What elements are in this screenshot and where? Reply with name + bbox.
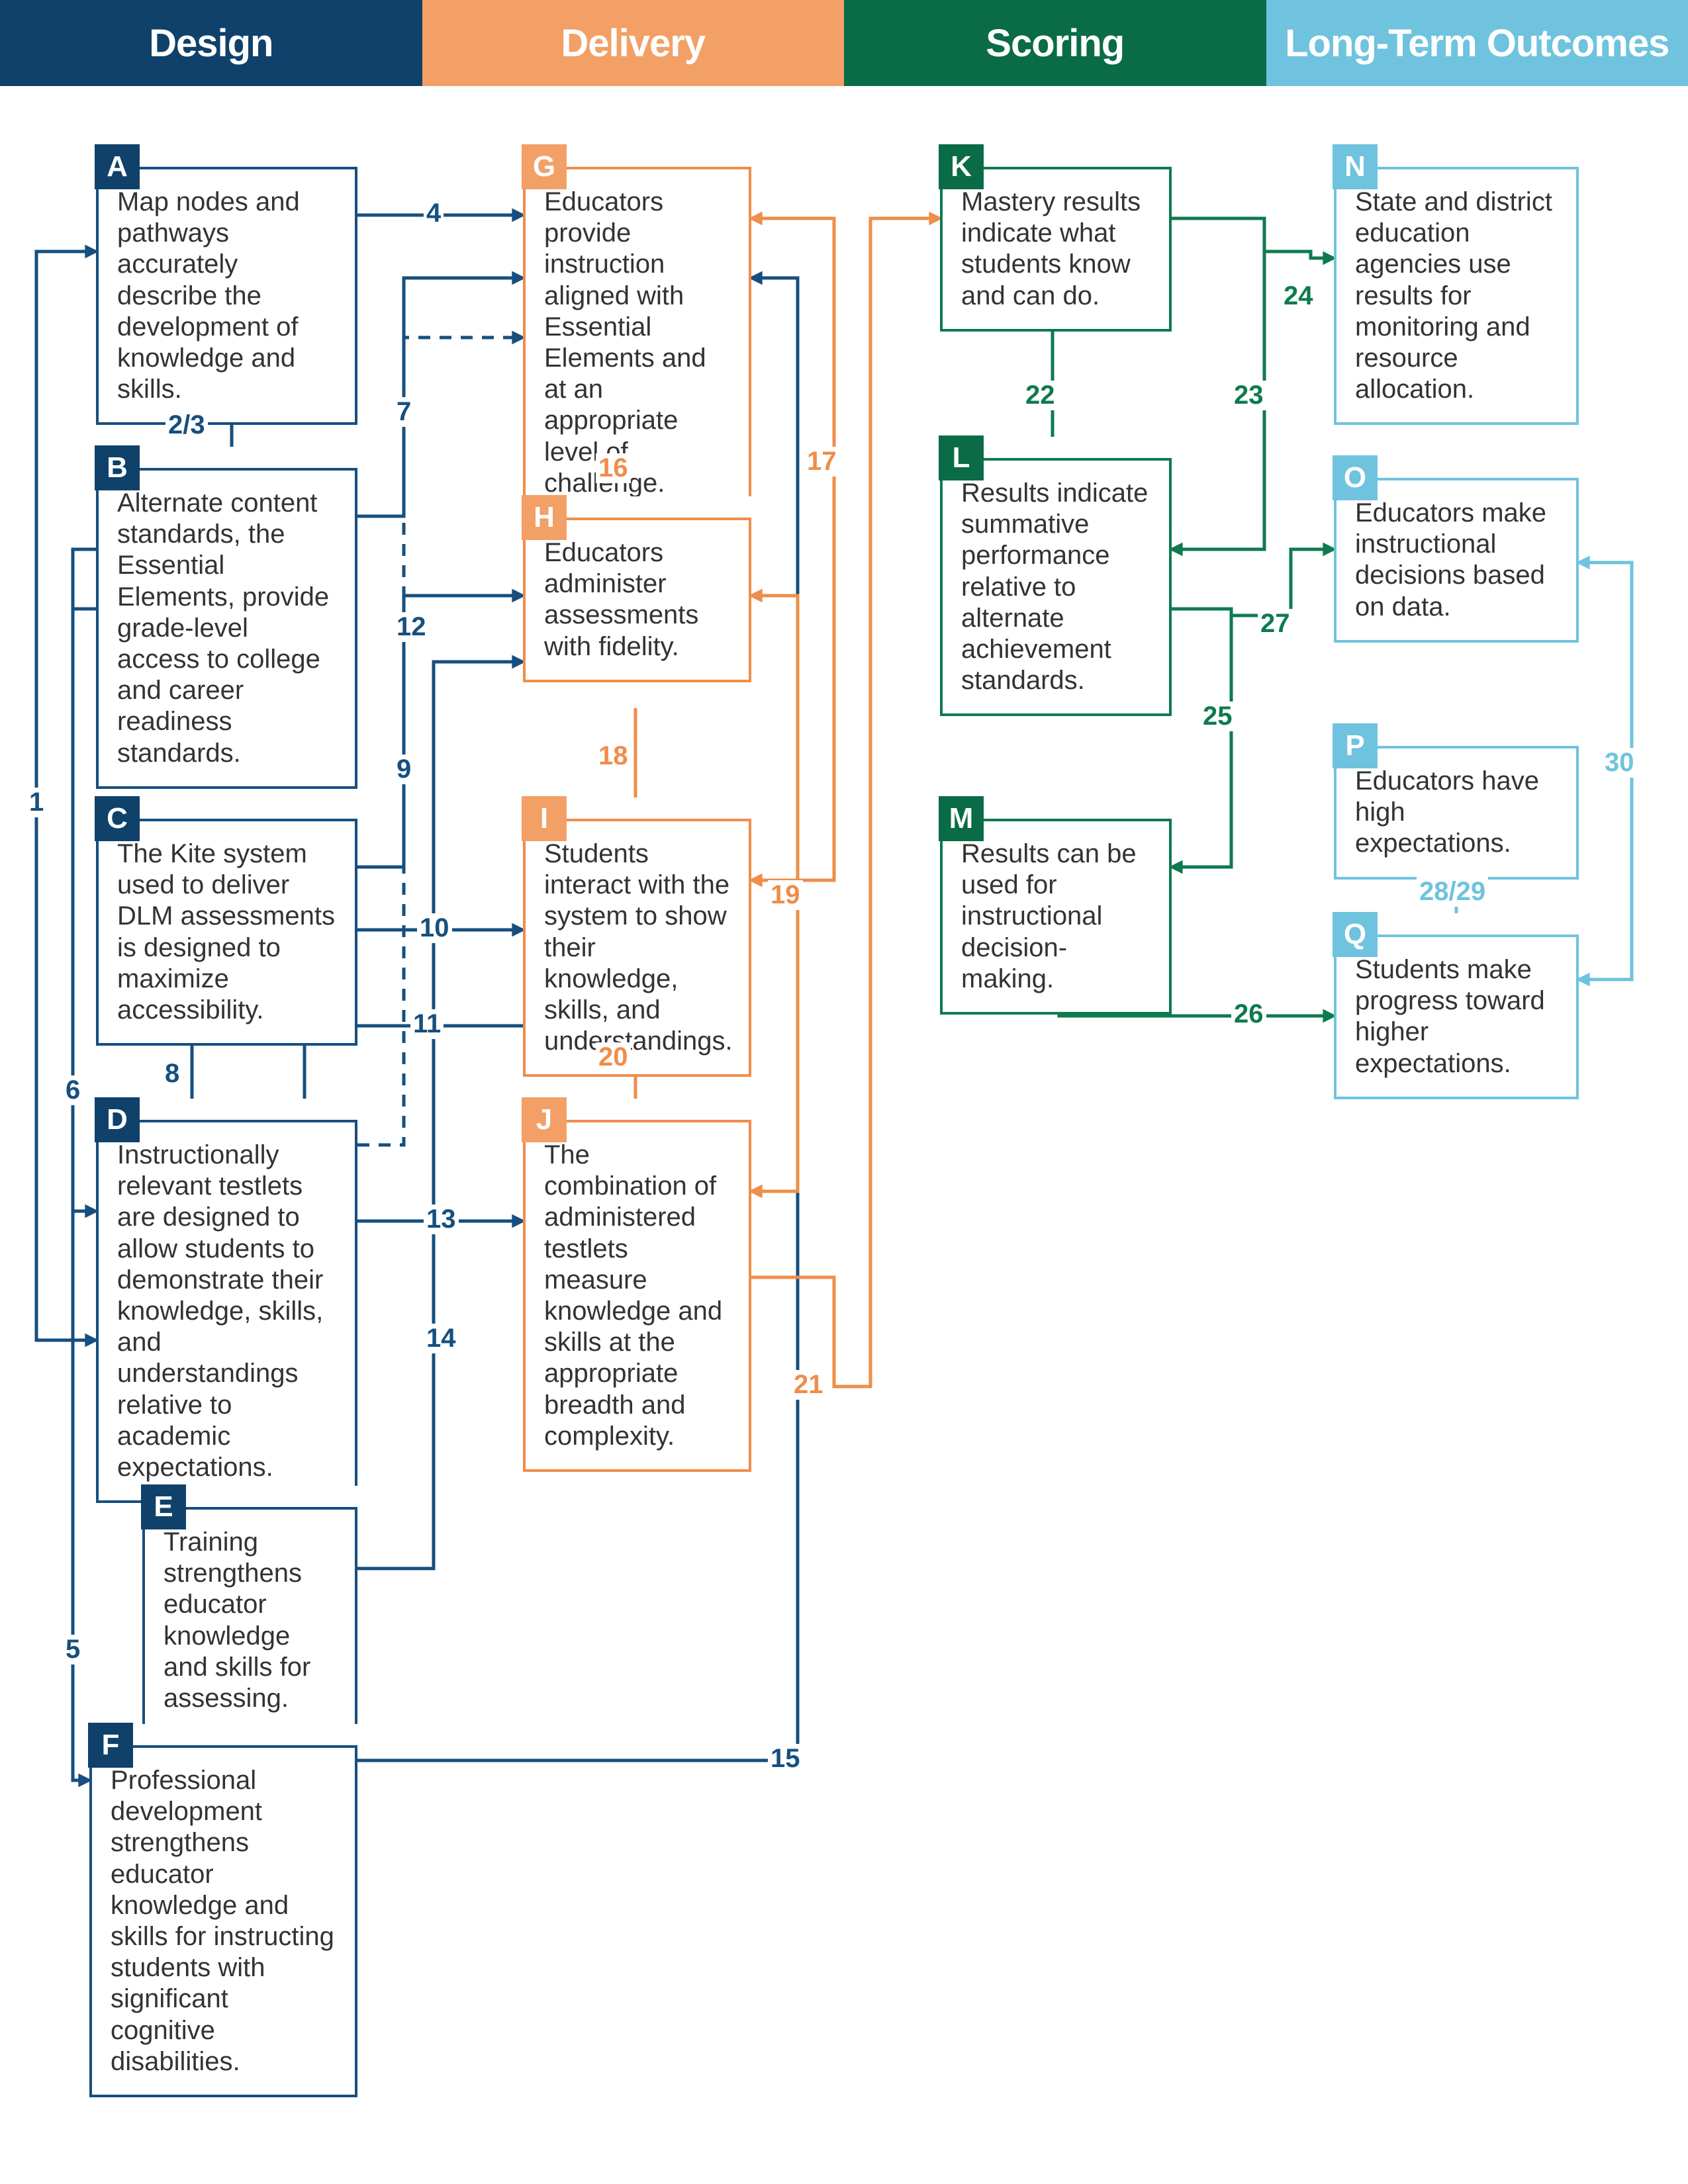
edge-label-25: 25 (1200, 702, 1235, 731)
node-B: BAlternate content standards, the Essent… (96, 447, 357, 789)
edge-label-16: 16 (596, 453, 631, 483)
node-badge-D: D (95, 1097, 140, 1142)
node-text-F: Professional development strengthens edu… (89, 1745, 357, 2097)
node-text-Q: Students make progress toward higher exp… (1334, 934, 1579, 1099)
edge-label-23: 23 (1231, 381, 1266, 410)
node-O: OEducators make instructional decisions … (1334, 457, 1579, 643)
edge-label-10: 10 (417, 913, 452, 943)
node-badge-F: F (88, 1723, 133, 1768)
edge-label-24: 24 (1281, 281, 1316, 311)
node-P: PEducators have high expectations. (1334, 725, 1579, 880)
edge-label-4: 4 (424, 199, 444, 228)
edge-label-8: 8 (162, 1059, 182, 1089)
node-A: AMap nodes and pathways accurately descr… (96, 146, 357, 425)
node-F: FProfessional development strengthens ed… (89, 1724, 357, 2097)
column-headers: Design Delivery Scoring Long-Term Outcom… (0, 0, 1688, 86)
node-N: NState and district education agencies u… (1334, 146, 1579, 425)
node-J: JThe combination of administered testlet… (523, 1099, 751, 1472)
edge-9 (357, 596, 523, 867)
node-text-A: Map nodes and pathways accurately descri… (96, 167, 357, 425)
header-outcomes: Long-Term Outcomes (1266, 0, 1688, 86)
edge-label-19: 19 (768, 880, 803, 910)
edge-27 (1231, 549, 1334, 615)
edge-label-20: 20 (596, 1042, 631, 1072)
edge-label-26: 26 (1231, 999, 1266, 1029)
edge-label-5: 5 (63, 1635, 83, 1664)
node-badge-O: O (1333, 455, 1378, 500)
node-text-D: Instructionally relevant testlets are de… (96, 1120, 357, 1503)
edge-label-27: 27 (1258, 609, 1293, 639)
edge-label-21: 21 (791, 1370, 826, 1400)
node-text-L: Results indicate summative performance r… (940, 458, 1172, 716)
node-K: KMastery results indicate what students … (940, 146, 1172, 332)
node-badge-Q: Q (1333, 912, 1378, 957)
node-text-B: Alternate content standards, the Essenti… (96, 468, 357, 789)
node-text-I: Students interact with the system to sho… (523, 819, 751, 1077)
node-text-E: Training strengthens educator knowledge … (142, 1507, 357, 1734)
edge-14 (357, 662, 523, 1569)
node-C: CThe Kite system used to deliver DLM ass… (96, 797, 357, 1046)
edge-label-13: 13 (424, 1205, 459, 1234)
node-text-G: Educators provide instruction aligned wi… (523, 167, 751, 519)
node-badge-E: E (141, 1484, 186, 1529)
node-badge-G: G (522, 144, 567, 189)
node-I: IStudents interact with the system to sh… (523, 797, 751, 1077)
node-badge-C: C (95, 796, 140, 841)
node-badge-K: K (939, 144, 984, 189)
node-text-O: Educators make instructional decisions b… (1334, 478, 1579, 643)
edge-label-30: 30 (1602, 748, 1637, 778)
node-badge-H: H (522, 495, 567, 540)
edge-5 (73, 549, 96, 1780)
edge-label-18: 18 (596, 741, 631, 771)
edge-6 (73, 609, 96, 1211)
edge-label-28_29: 28/29 (1417, 877, 1488, 907)
node-H: HEducators administer assessments with f… (523, 496, 751, 682)
edge-25 (1172, 609, 1231, 867)
edge-24 (1264, 251, 1334, 258)
node-text-H: Educators administer assessments with fi… (523, 518, 751, 682)
node-M: MResults can be used for instructional d… (940, 797, 1172, 1015)
node-badge-J: J (522, 1097, 567, 1142)
node-text-N: State and district education agencies us… (1334, 167, 1579, 425)
node-badge-B: B (95, 445, 140, 490)
edge-7 (357, 278, 523, 516)
edge-21 (751, 218, 940, 1387)
node-badge-I: I (522, 796, 567, 841)
header-scoring: Scoring (844, 0, 1266, 86)
node-badge-N: N (1333, 144, 1378, 189)
node-badge-M: M (939, 796, 984, 841)
node-text-J: The combination of administered testlets… (523, 1120, 751, 1472)
node-text-K: Mastery results indicate what students k… (940, 167, 1172, 332)
edge-label-6: 6 (63, 1075, 83, 1105)
edge-label-12: 12 (394, 612, 429, 642)
edge-label-14: 14 (424, 1324, 459, 1353)
node-text-M: Results can be used for instructional de… (940, 819, 1172, 1015)
edge-label-9: 9 (394, 754, 414, 784)
edge-label-11: 11 (410, 1009, 444, 1039)
node-D: DInstructionally relevant testlets are d… (96, 1099, 357, 1503)
header-design: Design (0, 0, 422, 86)
edge-label-17: 17 (804, 447, 839, 477)
edge-label-7: 7 (394, 397, 414, 427)
edge-label-15: 15 (768, 1744, 803, 1774)
edge-17 (751, 218, 834, 880)
node-G: GEducators provide instruction aligned w… (523, 146, 751, 519)
header-delivery: Delivery (422, 0, 845, 86)
edge-label-1: 1 (26, 788, 46, 817)
node-badge-A: A (95, 144, 140, 189)
node-Q: QStudents make progress toward higher ex… (1334, 913, 1579, 1099)
edge-label-2_3: 2/3 (165, 410, 208, 440)
node-badge-P: P (1333, 723, 1378, 768)
node-badge-L: L (939, 435, 984, 480)
node-text-C: The Kite system used to deliver DLM asse… (96, 819, 357, 1046)
node-L: LResults indicate summative performance … (940, 437, 1172, 716)
edge-label-22: 22 (1023, 381, 1058, 410)
node-E: ETraining strengthens educator knowledge… (142, 1486, 357, 1734)
flowchart-canvas: AMap nodes and pathways accurately descr… (0, 86, 1688, 2184)
